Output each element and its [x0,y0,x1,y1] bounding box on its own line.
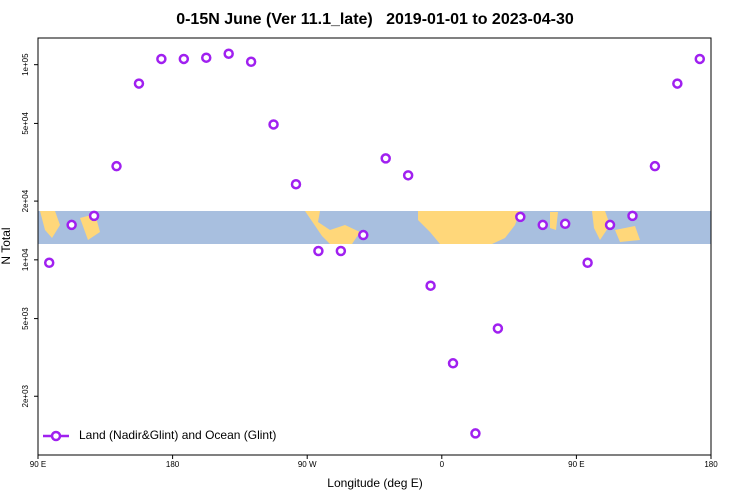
point [402,170,414,181]
point [627,210,638,222]
y-tick-label: 1e+05 [21,53,30,76]
point [201,52,212,63]
point [133,78,145,89]
legend-marker [50,430,62,442]
point [604,219,616,231]
chart-title: 0-15N June (Ver 11.1_late) 2019-01-01 to… [176,11,574,28]
point [380,153,391,164]
x-tick-label: 90 E [30,460,46,469]
x-tick-label: 180 [166,460,180,469]
x-tick-label: 0 [440,460,445,469]
point [537,219,548,231]
point [66,219,77,231]
x-axis-label: Longitude (deg E) [327,476,422,490]
point [223,48,234,59]
point [649,160,661,172]
point [245,56,257,68]
point [156,53,167,65]
point [43,257,55,269]
point [358,229,369,241]
point [178,53,190,65]
point [313,245,324,257]
y-tick-label: 5e+04 [21,112,30,135]
point [111,160,122,172]
plot-frame [37,37,712,456]
point [515,211,526,223]
point [447,358,459,369]
point [88,210,100,222]
point [582,257,593,269]
legend-label: Land (Nadir&Glint) and Ocean (Glint) [79,428,276,442]
x-tick-label: 90 W [298,460,317,469]
point [559,218,571,230]
point [268,119,279,130]
y-axis-label: N Total [0,227,13,264]
x-tick-label: 180 [704,460,718,469]
point [425,280,436,291]
map-land [40,211,640,244]
y-tick-label: 2e+04 [21,189,30,212]
y-tick-label: 5e+03 [21,307,30,330]
point [492,323,504,334]
y-tick-label: 2e+03 [21,384,30,407]
point [335,245,347,257]
point [470,428,481,439]
x-tick-label: 90 E [568,460,584,469]
point [290,178,302,190]
y-tick-label: 1e+04 [21,248,30,271]
point [672,78,683,89]
point [694,53,706,65]
